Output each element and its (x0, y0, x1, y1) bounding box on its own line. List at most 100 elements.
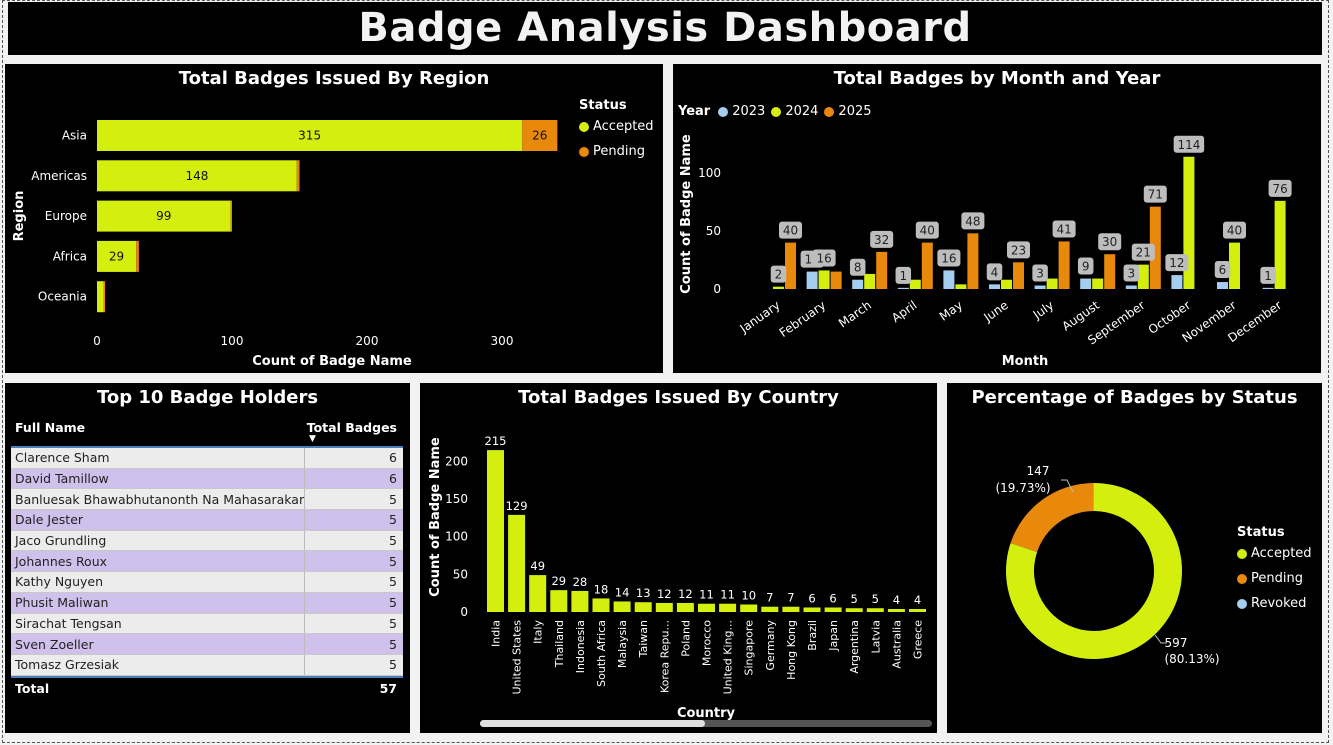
region-chart-panel[interactable]: Total Badges Issued By Region Region Asia… (5, 64, 663, 373)
country-chart[interactable]: Count of Badge Name 0 50 100 150 200 215 India 1… (420, 383, 937, 733)
bar (782, 606, 800, 612)
data-label: 29 (109, 249, 124, 263)
region-chart[interactable]: Region Asia 315 26 Americas 148 Europe 99 Africa… (5, 64, 663, 373)
x-tick-label: January (737, 298, 783, 336)
data-label: 7 (787, 591, 794, 605)
col-total-badges[interactable]: Total Badges ▼ (305, 416, 403, 444)
scrollbar-thumb[interactable] (480, 720, 705, 727)
data-label: 76 (1272, 182, 1287, 196)
leader-line (1061, 479, 1074, 493)
bar-2024 (773, 286, 784, 289)
y-tick-label: Europe (45, 209, 87, 223)
legend-item-accepted[interactable]: Accepted (1237, 546, 1312, 561)
data-label: 12 (657, 587, 672, 601)
table-row[interactable]: Dale Jester 5 (11, 510, 403, 531)
data-label: 114 (1177, 138, 1200, 152)
bar-2023 (806, 271, 818, 289)
data-label: 4 (893, 593, 900, 607)
x-tick-label: 0 (93, 334, 101, 348)
table-row[interactable]: Sven Zoeller 5 (11, 634, 403, 655)
y-tick-label: 150 (445, 492, 468, 506)
data-label: 71 (1148, 188, 1163, 202)
legend-item-pending[interactable]: Pending (579, 144, 654, 159)
bar (634, 602, 652, 612)
legend-item-2023[interactable]: 2023 (732, 104, 766, 119)
data-label-box (1260, 266, 1276, 284)
legend-item-2025[interactable]: 2025 (838, 104, 872, 119)
legend-label: Pending (1251, 571, 1303, 586)
data-label-box (1165, 254, 1189, 272)
status-chart-panel[interactable]: Percentage of Badges by Status 147 (19.73… (947, 383, 1322, 733)
x-tick-label: Australia (890, 620, 903, 669)
revoked-dot-icon (1237, 598, 1247, 609)
bar (550, 590, 568, 612)
bar-2025 (785, 242, 796, 289)
bar-2023 (897, 287, 909, 289)
data-label: 148 (185, 169, 208, 183)
data-label: 1 (899, 269, 907, 283)
cell-full-name: Sven Zoeller (11, 634, 305, 654)
top-holders-panel[interactable]: Top 10 Badge Holders Full Name Total Bad… (5, 383, 410, 733)
bar (887, 608, 905, 612)
pending-dot-icon (579, 146, 589, 157)
sort-desc-icon[interactable]: ▼ (309, 434, 316, 444)
y-tick-label: 0 (460, 605, 468, 619)
x-tick-label: 100 (221, 334, 244, 348)
bar-2023 (943, 270, 955, 289)
cell-full-name: Phusit Maliwan (11, 592, 305, 613)
legend-item-2024[interactable]: 2024 (785, 104, 819, 119)
data-label-box (1143, 185, 1167, 203)
data-label: 29 (551, 574, 566, 588)
country-chart-panel[interactable]: Total Badges Issued By Country Count of … (420, 383, 937, 733)
legend-label: Revoked (1251, 596, 1307, 611)
data-label-pct: (80.13%) (1164, 652, 1219, 666)
bar (740, 604, 758, 612)
table-row[interactable]: Johannes Roux 5 (11, 551, 403, 573)
total-value: 57 (379, 681, 397, 697)
slice-revoked (1093, 483, 1094, 512)
data-label: 16 (941, 251, 956, 265)
bar-2025 (1013, 262, 1024, 289)
table-row[interactable]: David Tamillow 6 (11, 468, 403, 490)
table-row[interactable]: Kathy Nguyen 5 (11, 572, 403, 593)
legend-item-pending[interactable]: Pending (1237, 571, 1312, 586)
data-label: 11 (720, 588, 735, 602)
cell-total-badges: 5 (389, 595, 397, 611)
legend-item-accepted[interactable]: Accepted (579, 119, 654, 134)
col-full-name[interactable]: Full Name (15, 420, 86, 435)
table-total-row: Total 57 (11, 675, 403, 700)
bar-2025 (967, 233, 979, 289)
table-row[interactable]: Phusit Maliwan 5 (11, 592, 403, 614)
month-chart-panel[interactable]: Total Badges by Month and Year Year 2023… (673, 64, 1321, 373)
status-chart[interactable]: 147 (19.73%) 597 (80.13%) (947, 383, 1322, 733)
data-label: 4 (914, 593, 921, 607)
bar-2024 (955, 284, 967, 289)
bar-2023 (1262, 287, 1274, 289)
x-tick-label: India (490, 620, 503, 647)
bar-2024 (818, 270, 830, 289)
cell-full-name: Kathy Nguyen (11, 572, 305, 592)
bar-2023 (989, 284, 1000, 289)
x-tick-label: United States (511, 620, 524, 695)
data-label-box (1007, 241, 1030, 259)
table-row[interactable]: Banluesak Bhawabhutanonth Na Mahasarakam… (11, 489, 403, 511)
month-chart[interactable]: Count of Badge Name 0 50 100 JanuaryFebruary… (673, 64, 1321, 373)
data-label: 4 (991, 265, 999, 279)
bar (655, 602, 673, 612)
cell-full-name: Sirachat Tengsan (11, 613, 305, 634)
data-label-box (1123, 264, 1140, 282)
y-axis-title: Region (12, 191, 27, 242)
data-label: 32 (874, 233, 889, 247)
table-row[interactable]: Clarence Sham 6 (11, 448, 403, 469)
table-row[interactable]: Tomasz Grzesiak 5 (11, 654, 403, 676)
x-tick-label: 300 (491, 334, 514, 348)
table-row[interactable]: Sirachat Tengsan 5 (11, 613, 403, 635)
data-label: 8 (854, 261, 862, 275)
legend-item-revoked[interactable]: Revoked (1237, 596, 1312, 611)
data-label-box (1077, 257, 1094, 275)
status-chart-title: Percentage of Badges by Status (971, 387, 1298, 408)
top-holders-table[interactable]: Full Name Total Badges ▼ Clarence Sham 6 Da… (11, 416, 403, 700)
cell-full-name: Banluesak Bhawabhutanonth Na Mahasarakam (11, 489, 305, 510)
year-2024-dot-icon (771, 106, 782, 117)
table-row[interactable]: Jaco Grundling 5 (11, 530, 403, 552)
